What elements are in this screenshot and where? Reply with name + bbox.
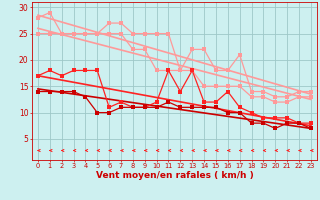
X-axis label: Vent moyen/en rafales ( km/h ): Vent moyen/en rafales ( km/h ) bbox=[96, 171, 253, 180]
